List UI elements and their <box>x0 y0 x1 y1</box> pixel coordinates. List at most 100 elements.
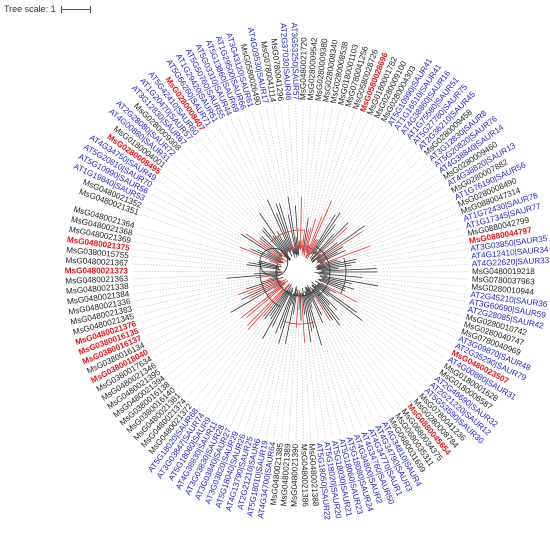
branch <box>306 244 310 253</box>
guide-line <box>204 133 260 214</box>
tree-scale-label: Tree scale: 1 <box>4 4 56 14</box>
branch <box>278 293 295 344</box>
branch <box>316 261 356 270</box>
guide-line <box>333 146 412 235</box>
guide-line <box>320 281 452 345</box>
branch <box>249 278 287 299</box>
guide-line <box>308 105 326 218</box>
branch <box>239 246 279 264</box>
guide-lines <box>132 104 469 440</box>
guide-line <box>308 107 334 230</box>
guide-line <box>154 312 232 357</box>
guide-line <box>176 157 262 237</box>
guide-line <box>321 315 376 423</box>
branch <box>314 272 331 274</box>
guide-line <box>258 109 295 249</box>
branch <box>307 287 323 316</box>
branch <box>230 282 283 313</box>
branch <box>267 252 285 264</box>
branch <box>226 273 279 279</box>
guide-line <box>312 307 355 431</box>
tree-scale: Tree scale: 1 <box>4 4 91 14</box>
branch <box>289 287 294 296</box>
guide-line <box>362 180 441 232</box>
branch <box>313 288 340 320</box>
guide-line <box>309 112 355 245</box>
branch <box>283 239 293 257</box>
guide-line <box>322 322 369 426</box>
leaf-label: MsG0480021389 <box>279 443 292 507</box>
guide-line <box>237 333 276 429</box>
guide-line <box>332 319 395 412</box>
guide-line <box>356 301 449 351</box>
guide-line <box>151 297 251 351</box>
branch <box>295 293 299 329</box>
guide-line <box>258 304 293 436</box>
guide-line <box>182 325 248 392</box>
guide-line <box>324 206 455 262</box>
branch <box>316 225 365 261</box>
guide-line <box>329 304 413 398</box>
guide-line <box>198 137 273 236</box>
branch <box>318 278 346 289</box>
guide-line <box>244 113 277 204</box>
guide-line <box>237 115 277 214</box>
branch <box>259 213 289 255</box>
branch <box>292 292 298 315</box>
branch <box>275 290 294 334</box>
branch <box>314 280 336 294</box>
guide-line <box>144 207 241 248</box>
branch <box>262 287 292 339</box>
guide-line <box>204 315 271 411</box>
guide-line <box>147 200 251 250</box>
guide-line <box>158 288 275 364</box>
branch <box>305 200 332 259</box>
leaf-label: AT4G22620|SAUR33 <box>472 256 550 269</box>
guide-line <box>251 343 279 434</box>
guide-line <box>313 328 341 436</box>
guide-line <box>355 242 466 263</box>
branch <box>285 288 298 344</box>
guide-line <box>251 110 280 204</box>
branch <box>267 276 278 280</box>
branch <box>269 260 282 266</box>
branch <box>261 229 291 261</box>
branch <box>309 224 336 259</box>
branch <box>301 239 303 249</box>
branch <box>316 230 363 262</box>
branch <box>307 288 324 324</box>
guide-line <box>329 291 442 364</box>
branch <box>305 291 322 346</box>
branch <box>254 272 282 275</box>
guide-line <box>317 124 382 240</box>
guide-line <box>217 125 278 232</box>
branch <box>246 264 281 270</box>
guide-line <box>181 152 284 256</box>
guide-line <box>345 199 452 251</box>
branch <box>307 285 315 298</box>
guide-line <box>328 296 428 382</box>
branch <box>275 203 296 258</box>
guide-line <box>339 325 401 407</box>
branch <box>314 285 321 291</box>
guide-line <box>280 105 297 238</box>
guide-line <box>142 214 270 262</box>
branch <box>301 230 305 256</box>
branch <box>320 276 352 284</box>
guide-line <box>162 295 268 370</box>
guide-line <box>335 137 401 225</box>
branch <box>259 240 289 264</box>
guide-line <box>336 168 433 244</box>
branch <box>321 278 355 290</box>
guide-line <box>192 142 264 228</box>
guide-line <box>288 328 297 440</box>
guide-line <box>310 108 341 228</box>
guide-line <box>343 283 463 317</box>
branch <box>315 260 341 269</box>
branch <box>309 286 333 321</box>
guide-line <box>361 320 433 376</box>
guide-line <box>338 256 468 269</box>
branch <box>303 229 309 254</box>
branch <box>311 233 335 260</box>
guide-line <box>137 282 262 316</box>
